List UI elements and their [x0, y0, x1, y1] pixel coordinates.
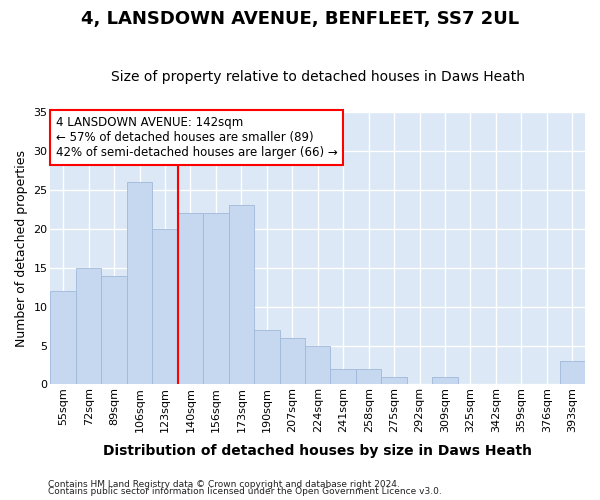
Bar	[76, 268, 101, 384]
Bar	[203, 213, 229, 384]
Bar	[254, 330, 280, 384]
Text: 4, LANSDOWN AVENUE, BENFLEET, SS7 2UL: 4, LANSDOWN AVENUE, BENFLEET, SS7 2UL	[81, 10, 519, 28]
Bar	[560, 361, 585, 384]
Bar	[50, 291, 76, 384]
Bar	[178, 213, 203, 384]
Bar	[331, 369, 356, 384]
Bar	[127, 182, 152, 384]
Bar	[305, 346, 331, 385]
Bar	[229, 206, 254, 384]
Text: Contains public sector information licensed under the Open Government Licence v3: Contains public sector information licen…	[48, 488, 442, 496]
Text: 4 LANSDOWN AVENUE: 142sqm
← 57% of detached houses are smaller (89)
42% of semi-: 4 LANSDOWN AVENUE: 142sqm ← 57% of detac…	[56, 116, 338, 159]
Text: Contains HM Land Registry data © Crown copyright and database right 2024.: Contains HM Land Registry data © Crown c…	[48, 480, 400, 489]
Title: Size of property relative to detached houses in Daws Heath: Size of property relative to detached ho…	[111, 70, 525, 85]
Bar	[356, 369, 382, 384]
X-axis label: Distribution of detached houses by size in Daws Heath: Distribution of detached houses by size …	[103, 444, 532, 458]
Bar	[280, 338, 305, 384]
Bar	[152, 229, 178, 384]
Bar	[382, 376, 407, 384]
Y-axis label: Number of detached properties: Number of detached properties	[15, 150, 28, 347]
Bar	[101, 276, 127, 384]
Bar	[432, 376, 458, 384]
